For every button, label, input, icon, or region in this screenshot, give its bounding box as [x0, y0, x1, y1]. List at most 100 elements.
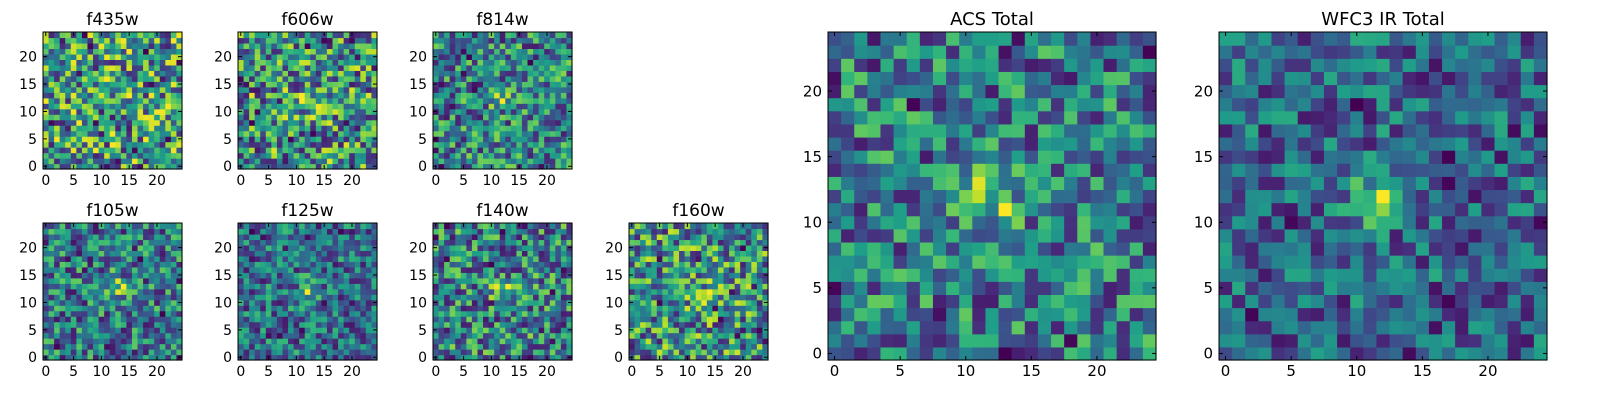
heatmap-cell	[148, 130, 155, 137]
heatmap-cell	[717, 233, 725, 241]
heatmap-cell	[104, 223, 111, 230]
heatmap-cell	[109, 228, 116, 235]
heatmap-cell	[919, 307, 934, 322]
heatmap-cell	[271, 250, 278, 257]
heatmap-cell	[238, 266, 245, 273]
heatmap-cell	[137, 75, 144, 82]
heatmap-cell	[841, 215, 855, 230]
heatmap-cell	[326, 283, 334, 290]
heatmap-cell	[354, 283, 361, 290]
heatmap-cell	[338, 228, 345, 235]
heatmap-cell	[932, 163, 947, 177]
heatmap-cell	[299, 136, 306, 143]
heatmap-cell	[109, 321, 116, 328]
x-tick-label: 20	[538, 364, 556, 380]
heatmap-cell	[43, 75, 50, 82]
heatmap-cell	[70, 250, 77, 257]
heatmap-cell	[544, 283, 551, 290]
heatmap-cell	[972, 255, 987, 269]
heatmap-cell	[438, 114, 445, 121]
heatmap-cell	[154, 244, 161, 251]
heatmap-cell	[555, 277, 562, 284]
heatmap-cell	[533, 316, 540, 323]
heatmap-cell	[706, 239, 713, 246]
heatmap-cell	[527, 338, 534, 345]
heatmap-cell	[148, 272, 155, 279]
heatmap-cell	[321, 288, 328, 295]
heatmap-cell	[706, 266, 713, 273]
heatmap-cell	[1129, 294, 1144, 309]
heatmap-cell	[466, 81, 473, 88]
heatmap-cell	[354, 163, 361, 170]
heatmap-cell	[70, 141, 77, 148]
heatmap-cell	[471, 103, 479, 110]
heatmap-cell	[510, 108, 517, 115]
heatmap-cell	[494, 288, 501, 295]
heatmap-cell	[533, 163, 540, 170]
heatmap-cell	[254, 53, 261, 60]
heatmap-cell	[516, 81, 523, 88]
heatmap-cell	[656, 266, 663, 273]
heatmap-cell	[656, 272, 663, 279]
heatmap-cell	[566, 332, 573, 339]
heatmap-cell	[243, 277, 250, 284]
heatmap-cell	[695, 327, 702, 334]
heatmap-cell	[549, 92, 556, 99]
heatmap-cell	[1051, 294, 1065, 309]
heatmap-cell	[254, 239, 261, 246]
heatmap-cell	[70, 277, 77, 284]
heatmap-cell	[137, 163, 144, 170]
heatmap-cell	[93, 70, 100, 77]
heatmap-cell	[243, 130, 250, 137]
heatmap-cell	[54, 250, 61, 257]
heatmap-cell	[932, 346, 947, 361]
heatmap-cell	[483, 103, 490, 110]
heatmap-cell	[756, 332, 764, 339]
y-tick-label: 15	[605, 268, 623, 284]
heatmap-cell	[109, 266, 116, 273]
heatmap-cell	[115, 228, 122, 235]
heatmap-cell	[299, 114, 306, 121]
heatmap-cell	[70, 53, 77, 60]
heatmap-cell	[81, 332, 89, 339]
heatmap-cell	[706, 299, 713, 306]
heatmap-cell	[455, 233, 462, 241]
heatmap-cell	[449, 147, 456, 154]
heatmap-cell	[243, 321, 250, 328]
heatmap-cell	[712, 305, 719, 312]
heatmap-cell	[48, 158, 55, 165]
heatmap-cell	[265, 92, 272, 99]
heatmap-cell	[170, 92, 178, 99]
heatmap-cell	[438, 64, 445, 71]
heatmap-cell	[310, 266, 317, 273]
heatmap-cell	[48, 130, 55, 137]
heatmap-cell	[444, 294, 451, 301]
heatmap-cell	[549, 53, 556, 60]
heatmap-cell	[438, 294, 445, 301]
heatmap-cell	[651, 327, 658, 334]
heatmap-cell	[471, 305, 479, 312]
heatmap-cell	[471, 64, 479, 71]
heatmap-cell	[321, 228, 328, 235]
heatmap-cell	[315, 163, 322, 170]
heatmap-cell	[717, 299, 725, 306]
heatmap-cell	[260, 81, 267, 88]
heatmap-cell	[444, 70, 451, 77]
heatmap-cell	[137, 283, 144, 290]
heatmap-cell	[360, 37, 367, 44]
heatmap-cell	[282, 48, 289, 55]
heatmap-cell	[148, 81, 155, 88]
heatmap-cell	[488, 37, 495, 44]
heatmap-cell	[276, 310, 284, 317]
heatmap-cell	[656, 343, 663, 350]
heatmap-cell	[706, 305, 713, 312]
heatmap-cell	[315, 152, 322, 159]
heatmap-cell	[505, 233, 512, 241]
heatmap-cell	[684, 338, 691, 345]
heatmap-cell	[148, 108, 155, 115]
heatmap-cell	[176, 125, 183, 132]
heatmap-cell	[59, 261, 66, 268]
heatmap-cell	[304, 158, 311, 165]
heatmap-cell	[444, 354, 451, 361]
heatmap-cell	[354, 244, 361, 251]
